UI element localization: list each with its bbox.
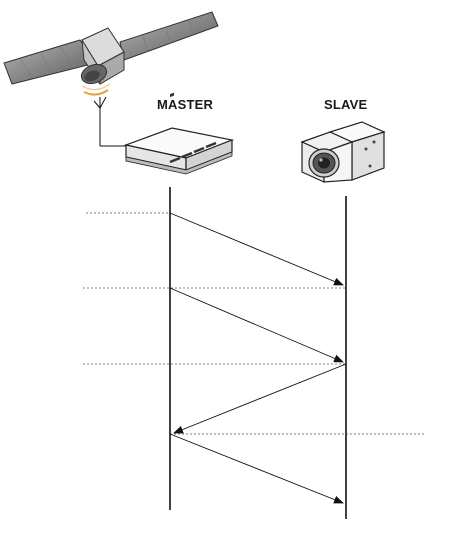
camera-icon: [300, 121, 386, 183]
message-arrow-1: [169, 212, 344, 286]
message-arrow-2: [169, 287, 344, 363]
message-arrow-3: [173, 363, 347, 434]
antenna-icon: [93, 96, 128, 147]
message-arrow-4: [169, 433, 344, 504]
network-switch-icon: [123, 92, 235, 175]
master-label: MASTER: [157, 97, 214, 112]
slave-label: SLAVE: [324, 97, 368, 112]
satellite-icon: [3, 11, 219, 85]
signal-icon: [81, 83, 111, 96]
